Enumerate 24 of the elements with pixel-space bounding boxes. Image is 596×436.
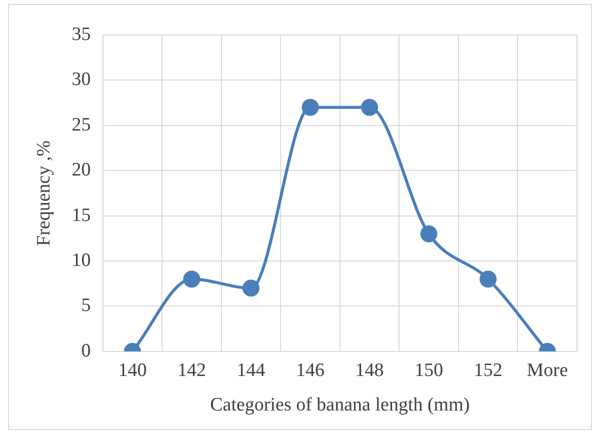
point: [480, 270, 497, 288]
x-tick-label: 142: [177, 360, 206, 381]
x-tick-label: 140: [118, 360, 147, 381]
point: [302, 98, 319, 116]
point: [242, 280, 260, 297]
y-tick-label: 20: [72, 160, 91, 181]
point: [420, 225, 438, 242]
y-tick-label: 35: [72, 24, 91, 45]
x-tick-label: 150: [414, 360, 444, 381]
y-tick-label: 25: [72, 114, 91, 136]
x-tick-label: 152: [474, 360, 502, 381]
y-tick-label: 5: [81, 295, 91, 316]
x-tick-label: 148: [355, 360, 384, 381]
y-tick-label: 15: [72, 204, 91, 226]
y-tick-label: 0: [81, 340, 91, 362]
x-tick-label: 144: [236, 360, 266, 381]
x-tick-label: More: [526, 360, 568, 381]
x-axis-title: Categories of banana length (mm): [210, 394, 470, 416]
y-tick-label: 10: [72, 250, 91, 271]
point: [183, 270, 200, 288]
point: [361, 98, 378, 116]
x-tick-label: 146: [296, 360, 325, 381]
y-axis-title: Frequency ,%: [33, 140, 54, 246]
y-tick-label: 30: [72, 69, 91, 90]
